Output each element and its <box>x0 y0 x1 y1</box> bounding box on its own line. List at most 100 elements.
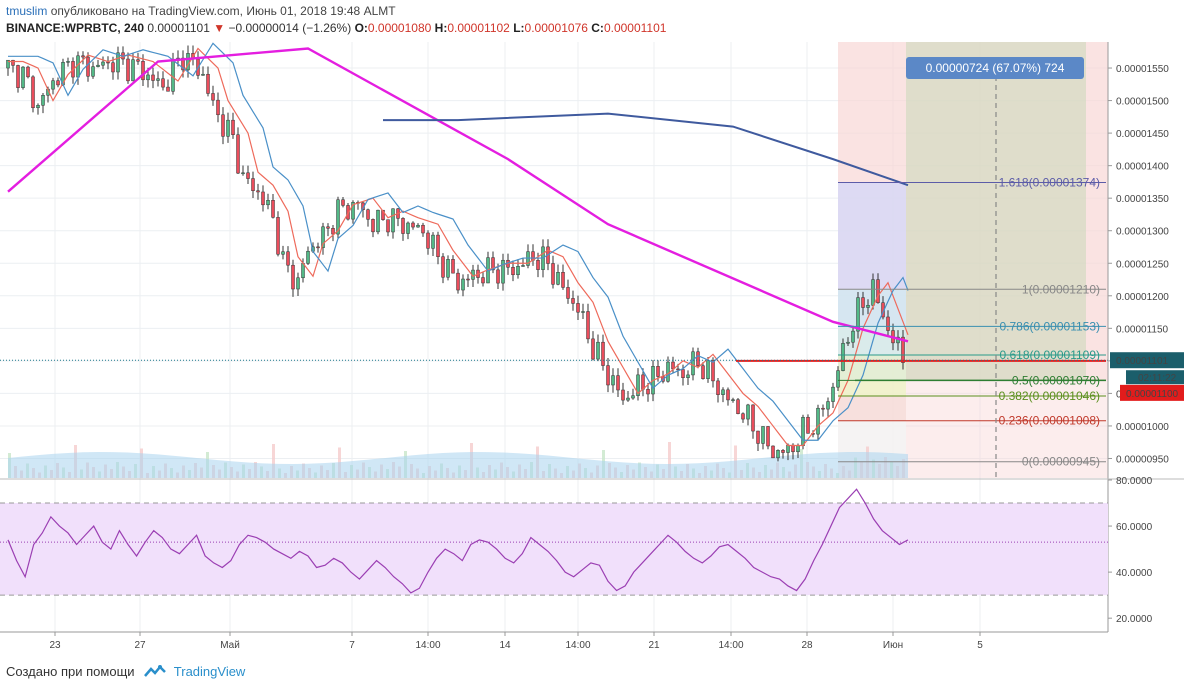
high-value: 0.00001102 <box>447 21 510 35</box>
candle-down <box>511 266 515 276</box>
candle-down <box>736 399 740 414</box>
rsi-band-fill <box>0 503 1108 596</box>
candle-down <box>601 341 605 366</box>
candle-down <box>591 338 595 360</box>
candle-down <box>401 218 405 234</box>
rsi-tick-label: 40.0000 <box>1116 568 1153 579</box>
candle-up <box>96 64 100 67</box>
published-text: опубликовано на TradingView.com, Июнь 01… <box>50 4 396 18</box>
current-price-badge <box>1110 352 1184 369</box>
candle-down <box>536 260 540 270</box>
candle-down <box>276 217 280 255</box>
price-tick-label: 0.00001200 <box>1116 292 1169 303</box>
candle-down <box>31 76 35 109</box>
ema-fast-line <box>8 47 909 447</box>
candle-down <box>751 404 755 432</box>
fib-label: 0(0.00000945) <box>1022 455 1100 469</box>
candle-down <box>316 246 320 249</box>
time-tick-label: 14:00 <box>565 640 590 651</box>
open-label: O: <box>354 21 368 35</box>
candle-up <box>391 208 395 233</box>
candle-down <box>456 272 460 291</box>
volume-ma-area <box>8 450 908 478</box>
time-tick-label: 5 <box>977 640 983 651</box>
candle-up <box>626 397 630 401</box>
candle-down <box>11 59 15 66</box>
candle-up <box>41 94 45 106</box>
candle-down <box>371 219 375 233</box>
candle-down <box>426 232 430 249</box>
candle-up <box>306 250 310 264</box>
candle-up <box>516 265 520 276</box>
candle-up <box>101 61 105 66</box>
rsi-tick-label: 20.0000 <box>1116 614 1153 625</box>
candle-down <box>56 80 60 86</box>
candle-down <box>466 278 470 281</box>
candle-down <box>791 444 795 453</box>
volume-bar <box>668 442 671 478</box>
candle-down <box>141 61 145 81</box>
candle-down <box>496 269 500 284</box>
candle-down <box>136 59 140 62</box>
candle-down <box>566 287 570 299</box>
candle-down <box>576 303 580 313</box>
publish-line: tmuslim опубликовано на TradingView.com,… <box>6 3 666 20</box>
candle-down <box>481 277 485 284</box>
fib-label: 1(0.00001210) <box>1022 282 1100 296</box>
time-tick-label: 14:00 <box>415 640 440 651</box>
candle-down <box>656 366 660 377</box>
candle-up <box>336 199 340 235</box>
candle-up <box>721 389 725 395</box>
time-tick-label: 21 <box>648 640 660 651</box>
candle-down <box>151 74 155 81</box>
price-tick-label: 0.00001500 <box>1116 97 1169 108</box>
ma-long-line <box>7 47 909 343</box>
price-axis <box>1108 42 1184 632</box>
candle-down <box>741 413 745 420</box>
candle-up <box>281 251 285 255</box>
fib-band <box>838 396 906 421</box>
candle-up <box>376 209 380 233</box>
candle-down <box>696 351 700 366</box>
candle-down <box>261 191 265 206</box>
candle-down <box>716 380 720 395</box>
candle-up <box>836 370 840 388</box>
candle-up <box>851 330 855 343</box>
candle-up <box>871 279 875 306</box>
candle-up <box>786 444 790 453</box>
fib-band <box>838 355 906 381</box>
candle-up <box>521 265 525 267</box>
candle-up <box>636 374 640 396</box>
candle-down <box>551 263 555 285</box>
candle-up <box>146 74 150 81</box>
candle-down <box>341 199 345 206</box>
volume-bar <box>272 444 275 478</box>
candle-up <box>831 386 835 402</box>
candle-down <box>211 93 215 101</box>
candle-down <box>181 57 185 71</box>
candle-up <box>51 80 55 90</box>
candle-down <box>676 368 680 371</box>
candle-up <box>686 374 690 378</box>
rsi-tick-label: 60.0000 <box>1116 522 1153 533</box>
close-label: C: <box>591 21 604 35</box>
candle-down <box>86 56 90 77</box>
candle-up <box>296 277 300 290</box>
tradingview-logo-icon[interactable] <box>144 664 167 681</box>
candle-up <box>156 78 160 81</box>
candle-up <box>6 59 10 69</box>
price-tick-label: 0.00001450 <box>1116 129 1169 140</box>
candle-down <box>701 365 705 379</box>
symbol-label[interactable]: BINANCE:WPRBTC, 240 <box>6 21 145 35</box>
current-price-badge-label: 0.00001101 <box>1116 356 1169 367</box>
author-link[interactable]: tmuslim <box>6 4 48 18</box>
fib-label: 1.618(0.00001374) <box>999 176 1100 190</box>
candle-down <box>561 272 565 288</box>
candle-down <box>331 228 335 235</box>
fib-label: 0.382(0.00001046) <box>999 389 1100 403</box>
tradingview-link[interactable]: TradingView <box>173 664 246 679</box>
candle-down <box>111 62 115 73</box>
price-tick-label: 0.00000950 <box>1116 454 1169 465</box>
candle-up <box>816 407 820 435</box>
